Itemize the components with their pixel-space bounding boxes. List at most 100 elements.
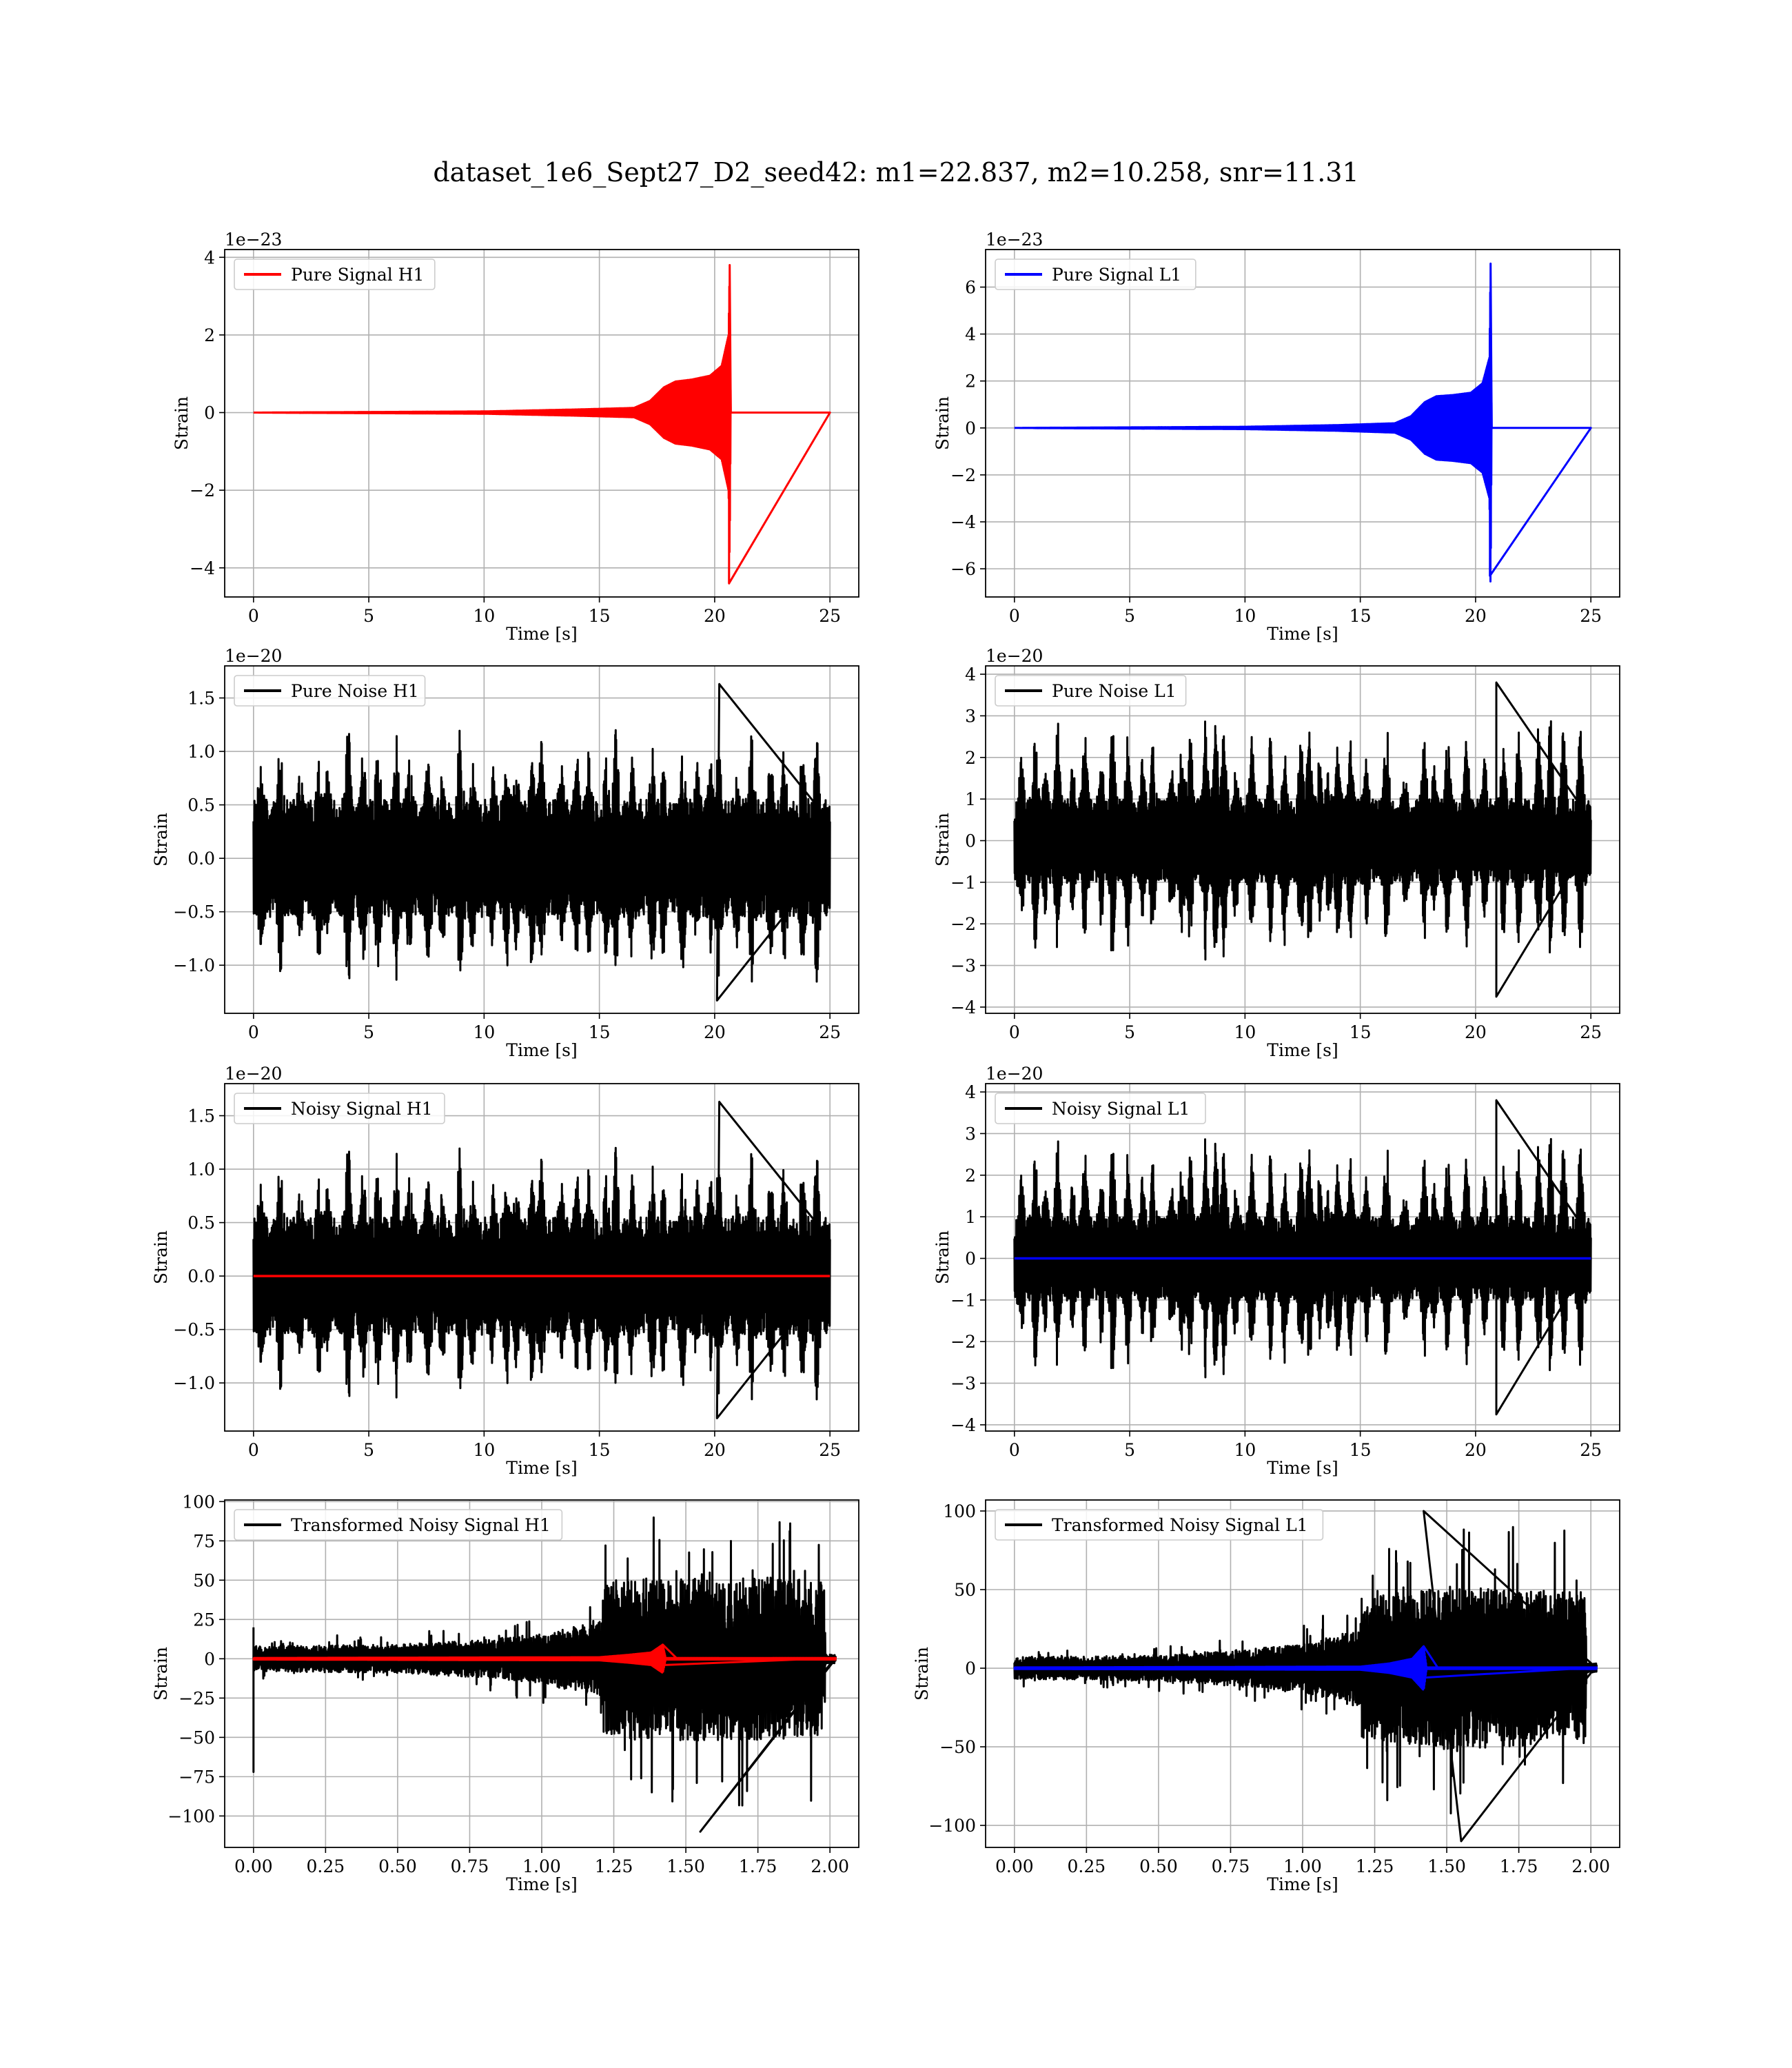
legend: Noisy Signal H1 <box>234 1093 445 1124</box>
y-tick-label: 3 <box>965 1124 976 1144</box>
axes-frame <box>985 665 1620 1014</box>
legend-label: Transformed Noisy Signal L1 <box>1052 1515 1308 1535</box>
x-axis-label: Time [s] <box>506 624 577 644</box>
axes-frame <box>224 1083 859 1432</box>
x-tick-label: 5 <box>363 1440 374 1460</box>
y-tick-label: −50 <box>939 1737 976 1757</box>
x-tick-label: 2.00 <box>1571 1856 1610 1876</box>
x-tick-label: 1.50 <box>1427 1856 1466 1876</box>
y-tick-label: 0 <box>965 1249 976 1269</box>
x-tick-label: 25 <box>819 1440 841 1460</box>
x-axis-label: Time [s] <box>1267 1874 1338 1894</box>
x-tick-label: 15 <box>1350 606 1372 626</box>
y-tick-label: −75 <box>179 1767 215 1787</box>
y-tick-label: −4 <box>190 558 215 578</box>
x-tick-label: 15 <box>589 1440 611 1460</box>
y-tick-label: 0 <box>965 831 976 851</box>
x-axis-label: Time [s] <box>506 1874 577 1894</box>
x-axis-label: Time [s] <box>1267 1458 1338 1478</box>
y-tick-label: 2 <box>204 325 215 345</box>
x-tick-label: 0.25 <box>307 1856 345 1876</box>
axis-scale-label: 1e−20 <box>986 1064 1043 1084</box>
x-tick-label: 5 <box>1124 1022 1135 1042</box>
legend-label: Pure Noise H1 <box>291 681 419 701</box>
x-tick-label: 10 <box>1234 606 1256 626</box>
legend-box <box>234 675 426 707</box>
y-tick-label: −1 <box>950 873 976 893</box>
subplot-pure-noise-l1: 0 5 10 15 20 25 −4 −3 −2 −1 0 1 2 3 4 Time [s] Strain 1e−… <box>933 646 1620 1060</box>
x-tick-label: 20 <box>704 606 726 626</box>
y-axis-label: Strain <box>933 813 953 866</box>
subplot-transformed-noisy-signal-h1: 0.00 0.25 0.50 0.75 1.00 1.25 1.50 1.75 2.00 −100… <box>151 1492 859 1894</box>
y-tick-label: 1.5 <box>187 1106 215 1126</box>
y-tick-label: −0.5 <box>173 1320 215 1340</box>
x-tick-label: 0.75 <box>1212 1856 1250 1876</box>
y-tick-label: 1.0 <box>187 1159 215 1179</box>
y-tick-label: 50 <box>954 1580 976 1600</box>
series-line-pure-noise-h1-0 <box>252 682 831 1002</box>
axes-frame <box>985 1083 1620 1432</box>
y-tick-label: 25 <box>193 1610 215 1630</box>
series-line-pure-signal-h1-0 <box>252 264 831 585</box>
y-tick-label: 6 <box>965 277 976 297</box>
series-line-pure-signal-l1-0 <box>1013 262 1592 582</box>
legend: Pure Signal L1 <box>995 258 1197 290</box>
y-tick-label: 0 <box>204 403 215 423</box>
x-tick-label: 0.25 <box>1068 1856 1106 1876</box>
x-axis-label: Time [s] <box>506 1040 577 1060</box>
y-tick-label: −1.0 <box>173 955 215 975</box>
x-tick-label: 5 <box>363 1022 374 1042</box>
subplot-pure-signal-h1: 0 5 10 15 20 25 −4 −2 0 2 4 Time [s] Strain 1e−23 Pure… <box>172 230 859 644</box>
x-tick-label: 20 <box>704 1022 726 1042</box>
axis-scale-label: 1e−23 <box>225 230 282 250</box>
legend-label: Noisy Signal L1 <box>1052 1099 1190 1119</box>
legend-box <box>234 258 436 290</box>
x-tick-label: 0 <box>248 1022 259 1042</box>
subplot-noisy-signal-h1: 0 5 10 15 20 25 −1.0 −0.5 0.0 0.5 1.0 1.5 Time [s] St… <box>151 1064 859 1478</box>
legend-box <box>995 675 1187 707</box>
x-tick-label: 1.25 <box>595 1856 633 1876</box>
y-tick-label: −50 <box>179 1727 215 1747</box>
x-tick-label: 5 <box>1124 606 1135 626</box>
series-line-noisy-signal-h1-0 <box>252 1100 831 1419</box>
y-tick-label: 4 <box>965 325 976 345</box>
x-tick-label: 25 <box>1580 1440 1602 1460</box>
y-tick-label: 4 <box>204 247 215 267</box>
x-tick-label: 0.50 <box>1139 1856 1178 1876</box>
series-line-transformed-noisy-signal-h1-1 <box>252 1643 837 1674</box>
axes-frame <box>224 249 859 598</box>
y-axis-label: Strain <box>151 1647 171 1701</box>
y-tick-label: 50 <box>193 1570 215 1590</box>
y-tick-label: 75 <box>193 1531 215 1551</box>
y-axis-label: Strain <box>172 396 192 450</box>
x-axis-label: Time [s] <box>1267 1040 1338 1060</box>
legend-label: Pure Signal L1 <box>1052 265 1181 285</box>
legend: Pure Signal H1 <box>234 258 436 290</box>
y-tick-label: 100 <box>182 1492 215 1512</box>
x-tick-label: 25 <box>819 606 841 626</box>
subplot-transformed-noisy-signal-l1: 0.00 0.25 0.50 0.75 1.00 1.25 1.50 1.75 2.00 −100… <box>912 1499 1620 1894</box>
x-tick-label: 1.00 <box>1283 1856 1322 1876</box>
x-tick-label: 15 <box>589 1022 611 1042</box>
y-tick-label: −3 <box>950 956 976 976</box>
axis-scale-label: 1e−20 <box>225 646 282 666</box>
axes-frame <box>985 249 1620 598</box>
y-axis-label: Strain <box>151 1230 171 1284</box>
legend: Pure Noise H1 <box>234 675 426 707</box>
y-tick-label: −2 <box>950 1332 976 1352</box>
series-line-noisy-signal-l1-0 <box>1013 1099 1592 1416</box>
x-tick-label: 0 <box>1009 606 1020 626</box>
axis-scale-label: 1e−20 <box>986 646 1043 666</box>
x-tick-label: 0 <box>1009 1022 1020 1042</box>
legend-box <box>995 1509 1324 1541</box>
legend-box <box>234 1509 563 1541</box>
x-tick-label: 10 <box>1234 1022 1256 1042</box>
legend-label: Pure Signal H1 <box>291 265 424 285</box>
subplot-pure-signal-l1: 0 5 10 15 20 25 −6 −4 −2 0 2 4 6 Time [s] Strain 1e−23 P… <box>933 230 1620 644</box>
x-tick-label: 15 <box>1350 1440 1372 1460</box>
legend-label: Pure Noise L1 <box>1052 681 1177 701</box>
x-tick-label: 25 <box>819 1022 841 1042</box>
x-tick-label: 1.75 <box>739 1856 777 1876</box>
x-tick-label: 25 <box>1580 1022 1602 1042</box>
x-tick-label: 5 <box>1124 1440 1135 1460</box>
